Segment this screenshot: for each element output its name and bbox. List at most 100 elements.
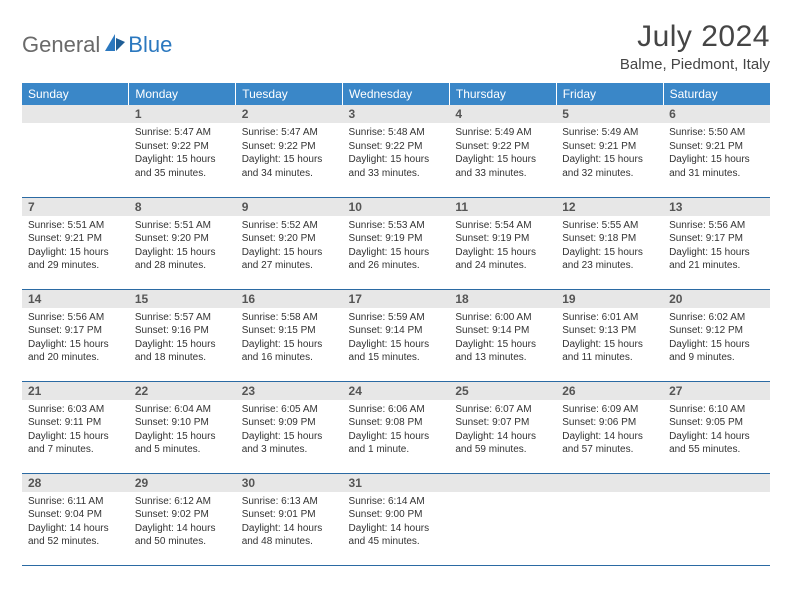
calendar-row: 21Sunrise: 6:03 AMSunset: 9:11 PMDayligh… [22, 381, 770, 473]
calendar-cell: 12Sunrise: 5:55 AMSunset: 9:18 PMDayligh… [556, 197, 663, 289]
calendar-cell: 24Sunrise: 6:06 AMSunset: 9:08 PMDayligh… [343, 381, 450, 473]
day-detail: Sunrise: 6:14 AMSunset: 9:00 PMDaylight:… [343, 492, 450, 553]
calendar-row: 14Sunrise: 5:56 AMSunset: 9:17 PMDayligh… [22, 289, 770, 381]
day-number: 2 [236, 105, 343, 123]
logo-text-blue: Blue [128, 32, 172, 58]
day-detail: Sunrise: 6:12 AMSunset: 9:02 PMDaylight:… [129, 492, 236, 553]
logo-text-general: General [22, 32, 100, 58]
calendar-cell: 29Sunrise: 6:12 AMSunset: 9:02 PMDayligh… [129, 473, 236, 565]
calendar-cell: 7Sunrise: 5:51 AMSunset: 9:21 PMDaylight… [22, 197, 129, 289]
day-number: 30 [236, 474, 343, 492]
logo-sail-icon [104, 33, 126, 58]
day-detail: Sunrise: 6:09 AMSunset: 9:06 PMDaylight:… [556, 400, 663, 461]
day-number: 22 [129, 382, 236, 400]
day-number: 29 [129, 474, 236, 492]
day-detail: Sunrise: 5:48 AMSunset: 9:22 PMDaylight:… [343, 123, 450, 184]
page-title: July 2024 [620, 20, 770, 54]
calendar-row: 1Sunrise: 5:47 AMSunset: 9:22 PMDaylight… [22, 105, 770, 197]
day-number: 28 [22, 474, 129, 492]
calendar-cell: 5Sunrise: 5:49 AMSunset: 9:21 PMDaylight… [556, 105, 663, 197]
calendar-cell: 15Sunrise: 5:57 AMSunset: 9:16 PMDayligh… [129, 289, 236, 381]
day-number: 26 [556, 382, 663, 400]
day-detail: Sunrise: 5:50 AMSunset: 9:21 PMDaylight:… [663, 123, 770, 184]
day-detail: Sunrise: 6:04 AMSunset: 9:10 PMDaylight:… [129, 400, 236, 461]
day-number: 3 [343, 105, 450, 123]
calendar-cell: 21Sunrise: 6:03 AMSunset: 9:11 PMDayligh… [22, 381, 129, 473]
day-detail: Sunrise: 5:56 AMSunset: 9:17 PMDaylight:… [22, 308, 129, 369]
day-number: 17 [343, 290, 450, 308]
calendar-cell: 27Sunrise: 6:10 AMSunset: 9:05 PMDayligh… [663, 381, 770, 473]
calendar-cell: 28Sunrise: 6:11 AMSunset: 9:04 PMDayligh… [22, 473, 129, 565]
page-header: General Blue July 2024 Balme, Piedmont, … [22, 20, 770, 73]
calendar-table: SundayMondayTuesdayWednesdayThursdayFrid… [22, 83, 770, 566]
day-number-empty [22, 105, 129, 123]
calendar-cell: 14Sunrise: 5:56 AMSunset: 9:17 PMDayligh… [22, 289, 129, 381]
title-block: July 2024 Balme, Piedmont, Italy [620, 20, 770, 73]
day-number: 12 [556, 198, 663, 216]
weekday-header: Monday [129, 83, 236, 105]
calendar-cell: 10Sunrise: 5:53 AMSunset: 9:19 PMDayligh… [343, 197, 450, 289]
day-number: 10 [343, 198, 450, 216]
calendar-body: 1Sunrise: 5:47 AMSunset: 9:22 PMDaylight… [22, 105, 770, 565]
day-number: 7 [22, 198, 129, 216]
day-number: 15 [129, 290, 236, 308]
day-number: 5 [556, 105, 663, 123]
day-detail: Sunrise: 5:47 AMSunset: 9:22 PMDaylight:… [129, 123, 236, 184]
day-number: 16 [236, 290, 343, 308]
day-detail: Sunrise: 5:51 AMSunset: 9:21 PMDaylight:… [22, 216, 129, 277]
day-number: 31 [343, 474, 450, 492]
day-detail: Sunrise: 5:49 AMSunset: 9:22 PMDaylight:… [449, 123, 556, 184]
day-detail: Sunrise: 5:52 AMSunset: 9:20 PMDaylight:… [236, 216, 343, 277]
day-detail: Sunrise: 6:01 AMSunset: 9:13 PMDaylight:… [556, 308, 663, 369]
calendar-cell: 3Sunrise: 5:48 AMSunset: 9:22 PMDaylight… [343, 105, 450, 197]
calendar-cell: 31Sunrise: 6:14 AMSunset: 9:00 PMDayligh… [343, 473, 450, 565]
calendar-row: 28Sunrise: 6:11 AMSunset: 9:04 PMDayligh… [22, 473, 770, 565]
calendar-cell: 18Sunrise: 6:00 AMSunset: 9:14 PMDayligh… [449, 289, 556, 381]
calendar-cell-empty [663, 473, 770, 565]
calendar-cell: 20Sunrise: 6:02 AMSunset: 9:12 PMDayligh… [663, 289, 770, 381]
day-number: 19 [556, 290, 663, 308]
day-number: 18 [449, 290, 556, 308]
day-number: 6 [663, 105, 770, 123]
calendar-cell: 17Sunrise: 5:59 AMSunset: 9:14 PMDayligh… [343, 289, 450, 381]
day-detail: Sunrise: 5:51 AMSunset: 9:20 PMDaylight:… [129, 216, 236, 277]
day-detail: Sunrise: 5:57 AMSunset: 9:16 PMDaylight:… [129, 308, 236, 369]
day-detail: Sunrise: 5:55 AMSunset: 9:18 PMDaylight:… [556, 216, 663, 277]
day-number: 14 [22, 290, 129, 308]
day-number: 23 [236, 382, 343, 400]
calendar-cell: 13Sunrise: 5:56 AMSunset: 9:17 PMDayligh… [663, 197, 770, 289]
day-detail: Sunrise: 6:13 AMSunset: 9:01 PMDaylight:… [236, 492, 343, 553]
day-number-empty [449, 474, 556, 492]
weekday-header: Friday [556, 83, 663, 105]
day-detail: Sunrise: 6:11 AMSunset: 9:04 PMDaylight:… [22, 492, 129, 553]
day-detail: Sunrise: 5:59 AMSunset: 9:14 PMDaylight:… [343, 308, 450, 369]
day-number: 11 [449, 198, 556, 216]
day-number: 24 [343, 382, 450, 400]
day-detail: Sunrise: 6:00 AMSunset: 9:14 PMDaylight:… [449, 308, 556, 369]
weekday-header: Thursday [449, 83, 556, 105]
day-detail: Sunrise: 6:06 AMSunset: 9:08 PMDaylight:… [343, 400, 450, 461]
day-number: 25 [449, 382, 556, 400]
calendar-row: 7Sunrise: 5:51 AMSunset: 9:21 PMDaylight… [22, 197, 770, 289]
weekday-header: Wednesday [343, 83, 450, 105]
day-number: 27 [663, 382, 770, 400]
calendar-cell: 19Sunrise: 6:01 AMSunset: 9:13 PMDayligh… [556, 289, 663, 381]
day-number: 8 [129, 198, 236, 216]
day-detail: Sunrise: 6:10 AMSunset: 9:05 PMDaylight:… [663, 400, 770, 461]
calendar-cell: 22Sunrise: 6:04 AMSunset: 9:10 PMDayligh… [129, 381, 236, 473]
day-number: 9 [236, 198, 343, 216]
day-number: 4 [449, 105, 556, 123]
calendar-cell: 6Sunrise: 5:50 AMSunset: 9:21 PMDaylight… [663, 105, 770, 197]
calendar-cell-empty [449, 473, 556, 565]
day-detail: Sunrise: 6:03 AMSunset: 9:11 PMDaylight:… [22, 400, 129, 461]
calendar-cell: 11Sunrise: 5:54 AMSunset: 9:19 PMDayligh… [449, 197, 556, 289]
weekday-header: Tuesday [236, 83, 343, 105]
day-number: 20 [663, 290, 770, 308]
day-detail: Sunrise: 5:47 AMSunset: 9:22 PMDaylight:… [236, 123, 343, 184]
calendar-cell: 1Sunrise: 5:47 AMSunset: 9:22 PMDaylight… [129, 105, 236, 197]
calendar-cell: 4Sunrise: 5:49 AMSunset: 9:22 PMDaylight… [449, 105, 556, 197]
calendar-cell: 26Sunrise: 6:09 AMSunset: 9:06 PMDayligh… [556, 381, 663, 473]
day-detail: Sunrise: 5:54 AMSunset: 9:19 PMDaylight:… [449, 216, 556, 277]
day-detail: Sunrise: 5:49 AMSunset: 9:21 PMDaylight:… [556, 123, 663, 184]
calendar-cell: 8Sunrise: 5:51 AMSunset: 9:20 PMDaylight… [129, 197, 236, 289]
